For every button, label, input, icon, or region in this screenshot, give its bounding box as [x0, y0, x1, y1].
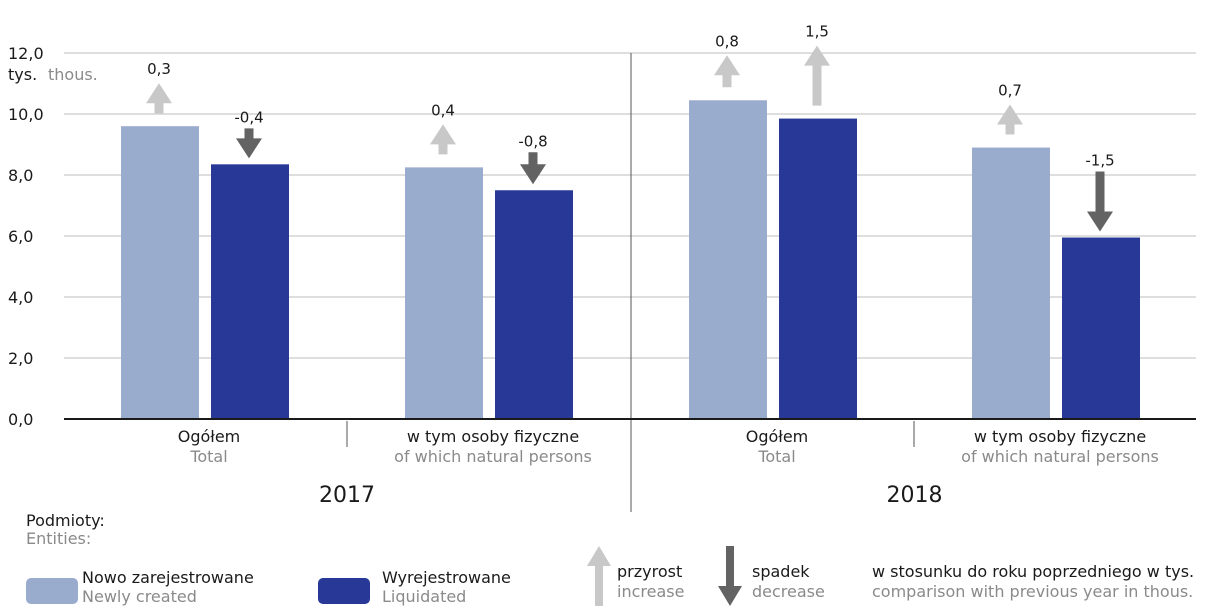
bar — [972, 147, 1050, 420]
increase-arrow — [146, 83, 172, 114]
bar — [1062, 237, 1140, 419]
increase-arrow — [804, 45, 830, 106]
category-label: Ogółem — [178, 427, 241, 446]
category-label-en: of which natural persons — [394, 447, 592, 466]
decrease-arrow — [520, 152, 546, 185]
change-label: -1,5 — [1085, 152, 1114, 170]
legend-swatch-liquidated — [318, 578, 370, 604]
legend-note: w stosunku do roku poprzedniego w tys. c… — [872, 562, 1194, 602]
y-unit-label: tys. — [8, 65, 37, 84]
y-tick-label: 4,0 — [8, 288, 33, 307]
legend-item-newly-created: Nowo zarejestrowane Newly created — [82, 568, 254, 606]
legend-note-en: comparison with previous year in thous. — [872, 582, 1194, 601]
increase-arrow — [997, 104, 1023, 135]
category-label: Ogółem — [746, 427, 809, 446]
legend-note-pl: w stosunku do roku poprzedniego w tys. — [872, 562, 1195, 581]
change-label: 0,8 — [715, 32, 739, 50]
category-label: w tym osoby fizyczne — [974, 427, 1146, 446]
y-unit-label-en: thous. — [48, 65, 98, 84]
legend-title-en: Entities: — [26, 529, 92, 548]
bar — [779, 118, 857, 419]
y-tick-label: 2,0 — [8, 349, 33, 368]
category-label-en: Total — [757, 447, 795, 466]
change-label: 0,4 — [431, 101, 455, 119]
legend-increase-en: increase — [617, 582, 685, 601]
legend-label-liquidated: Wyrejestrowane — [382, 568, 511, 587]
decrease-arrow — [1087, 171, 1113, 232]
bar — [405, 167, 483, 419]
legend-label-newly-created: Nowo zarejestrowane — [82, 568, 254, 587]
change-label: 0,7 — [998, 82, 1022, 100]
legend-title-pl: Podmioty: — [26, 511, 105, 530]
legend-increase: przyrost increase — [617, 562, 684, 602]
increase-arrow — [714, 55, 740, 88]
bar — [495, 190, 573, 419]
bar-chart: 0,0 2,0 4,0 6,0 8,0 10,0 12,0 tys. thous. 0,3 -0,4… — [8, 23, 1196, 512]
legend-swatch-newly-created — [26, 578, 78, 604]
legend-label-newly-created-en: Newly created — [82, 587, 197, 606]
y-tick-label: 0,0 — [8, 410, 33, 429]
bar — [121, 126, 199, 419]
category-label-en: Total — [189, 447, 227, 466]
y-tick-label: 8,0 — [8, 166, 33, 185]
y-tick-label: 6,0 — [8, 227, 33, 246]
bar — [689, 100, 767, 420]
legend-title: Podmioty: Entities: — [26, 512, 105, 548]
change-label: -0,4 — [234, 108, 263, 126]
change-label: 1,5 — [805, 23, 829, 41]
legend-decrease-en: decrease — [752, 582, 825, 601]
year-label: 2017 — [319, 483, 375, 508]
year-label: 2018 — [887, 483, 943, 508]
legend-label-liquidated-en: Liquidated — [382, 587, 467, 606]
change-label: -0,8 — [518, 132, 547, 150]
legend-item-liquidated: Wyrejestrowane Liquidated — [382, 568, 511, 606]
legend-decrease: spadek decrease — [752, 562, 825, 602]
category-label-en: of which natural persons — [961, 447, 1159, 466]
y-tick-label: 12,0 — [8, 44, 44, 63]
category-label: w tym osoby fizyczne — [407, 427, 579, 446]
y-tick-label: 10,0 — [8, 105, 44, 124]
bar — [211, 164, 289, 419]
increase-arrow — [430, 124, 456, 155]
increase-arrow-icon — [587, 546, 611, 606]
legend-decrease-pl: spadek — [752, 562, 810, 581]
decrease-arrow — [236, 128, 262, 159]
legend-increase-pl: przyrost — [617, 562, 683, 581]
decrease-arrow-icon — [718, 546, 742, 606]
change-label: 0,3 — [147, 60, 171, 78]
